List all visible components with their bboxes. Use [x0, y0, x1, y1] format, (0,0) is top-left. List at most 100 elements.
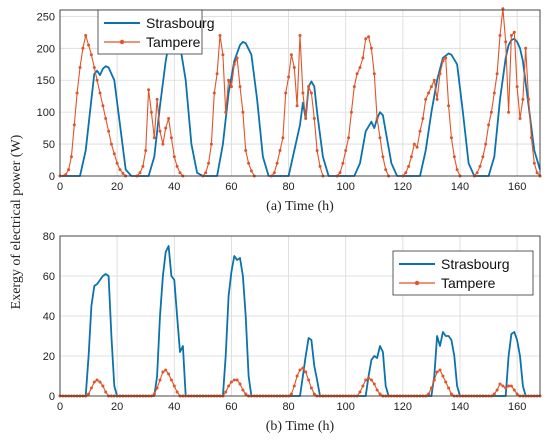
panel-a-data-point-tampere: [92, 66, 96, 69]
panel-a-x-tick-label: 60: [225, 181, 237, 193]
panel-a-data-point-tampere: [172, 155, 176, 159]
panel-b-legend-label-strasbourg: Strasbourg: [441, 256, 509, 272]
panel-a-data-point-tampere: [95, 78, 99, 82]
panel-b-data-point-tampere: [101, 384, 105, 388]
panel-a-data-point-tampere: [147, 88, 151, 92]
panel-a-data-point-tampere: [309, 91, 313, 95]
panel-b-legend-label-tampere: Tampere: [441, 275, 496, 291]
panel-a-data-point-tampere: [115, 161, 119, 165]
panel-a-data-point-tampere: [424, 97, 428, 101]
panel-b-plot-frame: [59, 235, 541, 397]
panel-a-data-point-tampere: [529, 136, 533, 140]
panel-a-x-tick-label: 140: [451, 181, 469, 193]
panel-b-data-point-tampere: [167, 372, 171, 376]
panel-b-data-point-tampere: [92, 380, 96, 384]
panel-a-data-point-tampere: [421, 117, 425, 120]
panel-a-data-point-tampere: [318, 164, 322, 168]
panel-a-data-point-tampere: [224, 110, 228, 114]
panel-a-data-point-tampere: [441, 59, 445, 63]
panel-a-data-point-tampere: [512, 30, 516, 34]
panel-a-data-point-tampere: [344, 149, 348, 152]
panel-a-legend-label-tampere: Tampere: [146, 34, 201, 50]
panel-b-data-point-tampere: [229, 380, 233, 384]
panel-a-data-point-tampere: [338, 171, 342, 175]
panel-a-data-point-tampere: [418, 129, 422, 133]
panel-b-data-point-tampere: [152, 392, 156, 396]
panel-b-data-point-tampere: [367, 376, 371, 380]
panel-b-legend: Strasbourg Tampere: [392, 250, 534, 296]
panel-a-data-point-tampere: [489, 110, 493, 114]
panel-b-data-point-tampere: [504, 386, 508, 390]
panel-b-data-point-tampere: [501, 384, 505, 388]
panel-a-data-point-tampere: [444, 56, 448, 60]
panel-b-data-point-tampere: [238, 382, 242, 386]
panel-a-y-tick-label: 200: [37, 43, 55, 55]
panel-a-data-point-tampere: [232, 62, 236, 66]
panel-b-legend-marker-tampere: [414, 280, 420, 286]
panel-b-x-tick-label: 100: [337, 401, 355, 413]
panel-a-data-point-tampere: [372, 72, 376, 76]
panel-a-data-point-tampere: [164, 126, 168, 130]
panel-a-x-tick-label: 20: [111, 181, 123, 193]
panel-a-data-point-tampere: [275, 161, 279, 165]
panel-a-data-point-tampere: [341, 161, 345, 165]
panel-a-data-point-tampere: [455, 168, 459, 172]
panel-b-data-point-tampere: [358, 390, 362, 394]
panel-b-legend-box: [392, 250, 534, 296]
panel-a-y-tick-label: 50: [43, 139, 55, 151]
panel-a-data-point-tampere: [81, 46, 85, 50]
panel-b-data-point-tampere: [364, 378, 368, 382]
panel-b-y-tick-label: 60: [43, 271, 55, 283]
panel-a-data-point-tampere: [515, 85, 519, 89]
panel-b-data-point-tampere: [227, 384, 231, 388]
panel-a-data-point-tampere: [161, 142, 165, 146]
panel-b-data-point-tampere: [104, 390, 108, 394]
panel-a-data-point-tampere: [152, 136, 156, 140]
panel-b-data-point-tampere: [378, 392, 382, 396]
panel-b-data-point-tampere: [292, 384, 296, 388]
panel-a-data-point-tampere: [535, 171, 539, 175]
panel-a-data-point-tampere: [178, 171, 182, 175]
panel-a-data-point-tampere: [109, 142, 113, 146]
panel-b-y-tick-label: 0: [49, 391, 55, 403]
panel-a-data-point-tampere: [509, 34, 513, 37]
panel-b-data-point-tampere: [432, 378, 436, 382]
panel-a-data-point-tampere: [175, 164, 179, 168]
panel-a-data-point-tampere: [155, 97, 159, 101]
panel-b-x-tick-label: 140: [451, 401, 469, 413]
panel-a-data-point-tampere: [375, 117, 379, 120]
panel-a-data-point-tampere: [367, 35, 371, 39]
panel-b-chart: 0 20 40 60 80 100 120 140 160 0 20 40 60 80 (b) Time …: [43, 231, 542, 434]
panel-a-data-point-tampere: [427, 91, 431, 95]
panel-a-data-point-tampere: [241, 110, 245, 114]
panel-a-legend-label-strasbourg: Strasbourg: [146, 15, 214, 31]
panel-b-y-tick-label: 80: [43, 231, 55, 243]
panel-a-data-point-tampere: [281, 136, 285, 140]
panel-a-data-point-tampere: [312, 117, 316, 120]
panel-b-data-point-tampere: [244, 392, 248, 396]
panel-a-data-point-tampere: [284, 91, 288, 95]
panel-a-caption: (a) Time (h): [266, 199, 334, 214]
panel-a-data-point-tampere: [235, 56, 239, 60]
panel-b-x-tick-label: 40: [168, 401, 180, 413]
panel-a-data-point-tampere: [204, 171, 208, 175]
panel-a-data-point-tampere: [432, 78, 436, 82]
panel-a-data-point-tampere: [238, 85, 242, 89]
panel-a-plot-frame: [59, 9, 541, 177]
panel-a-data-point-tampere: [532, 161, 536, 165]
panel-b-data-point-tampere: [495, 388, 499, 392]
panel-a-data-point-tampere: [495, 72, 499, 76]
panel-a-data-point-tampere: [118, 168, 122, 172]
panel-b-data-point-tampere: [361, 384, 365, 388]
panel-b-data-point-tampere: [447, 386, 451, 390]
panel-b-y-tick-label: 40: [43, 311, 55, 323]
panel-a-series-line-strasbourg: [60, 37, 541, 177]
panel-a-data-point-tampere: [215, 72, 219, 76]
panel-a-data-point-tampere: [435, 97, 439, 101]
panel-a-data-point-tampere: [452, 155, 456, 159]
panel-a-data-point-tampere: [364, 37, 368, 41]
panel-a-data-point-tampere: [149, 110, 153, 114]
panel-a-data-point-tampere: [478, 164, 482, 168]
panel-b-data-point-tampere: [164, 368, 168, 372]
